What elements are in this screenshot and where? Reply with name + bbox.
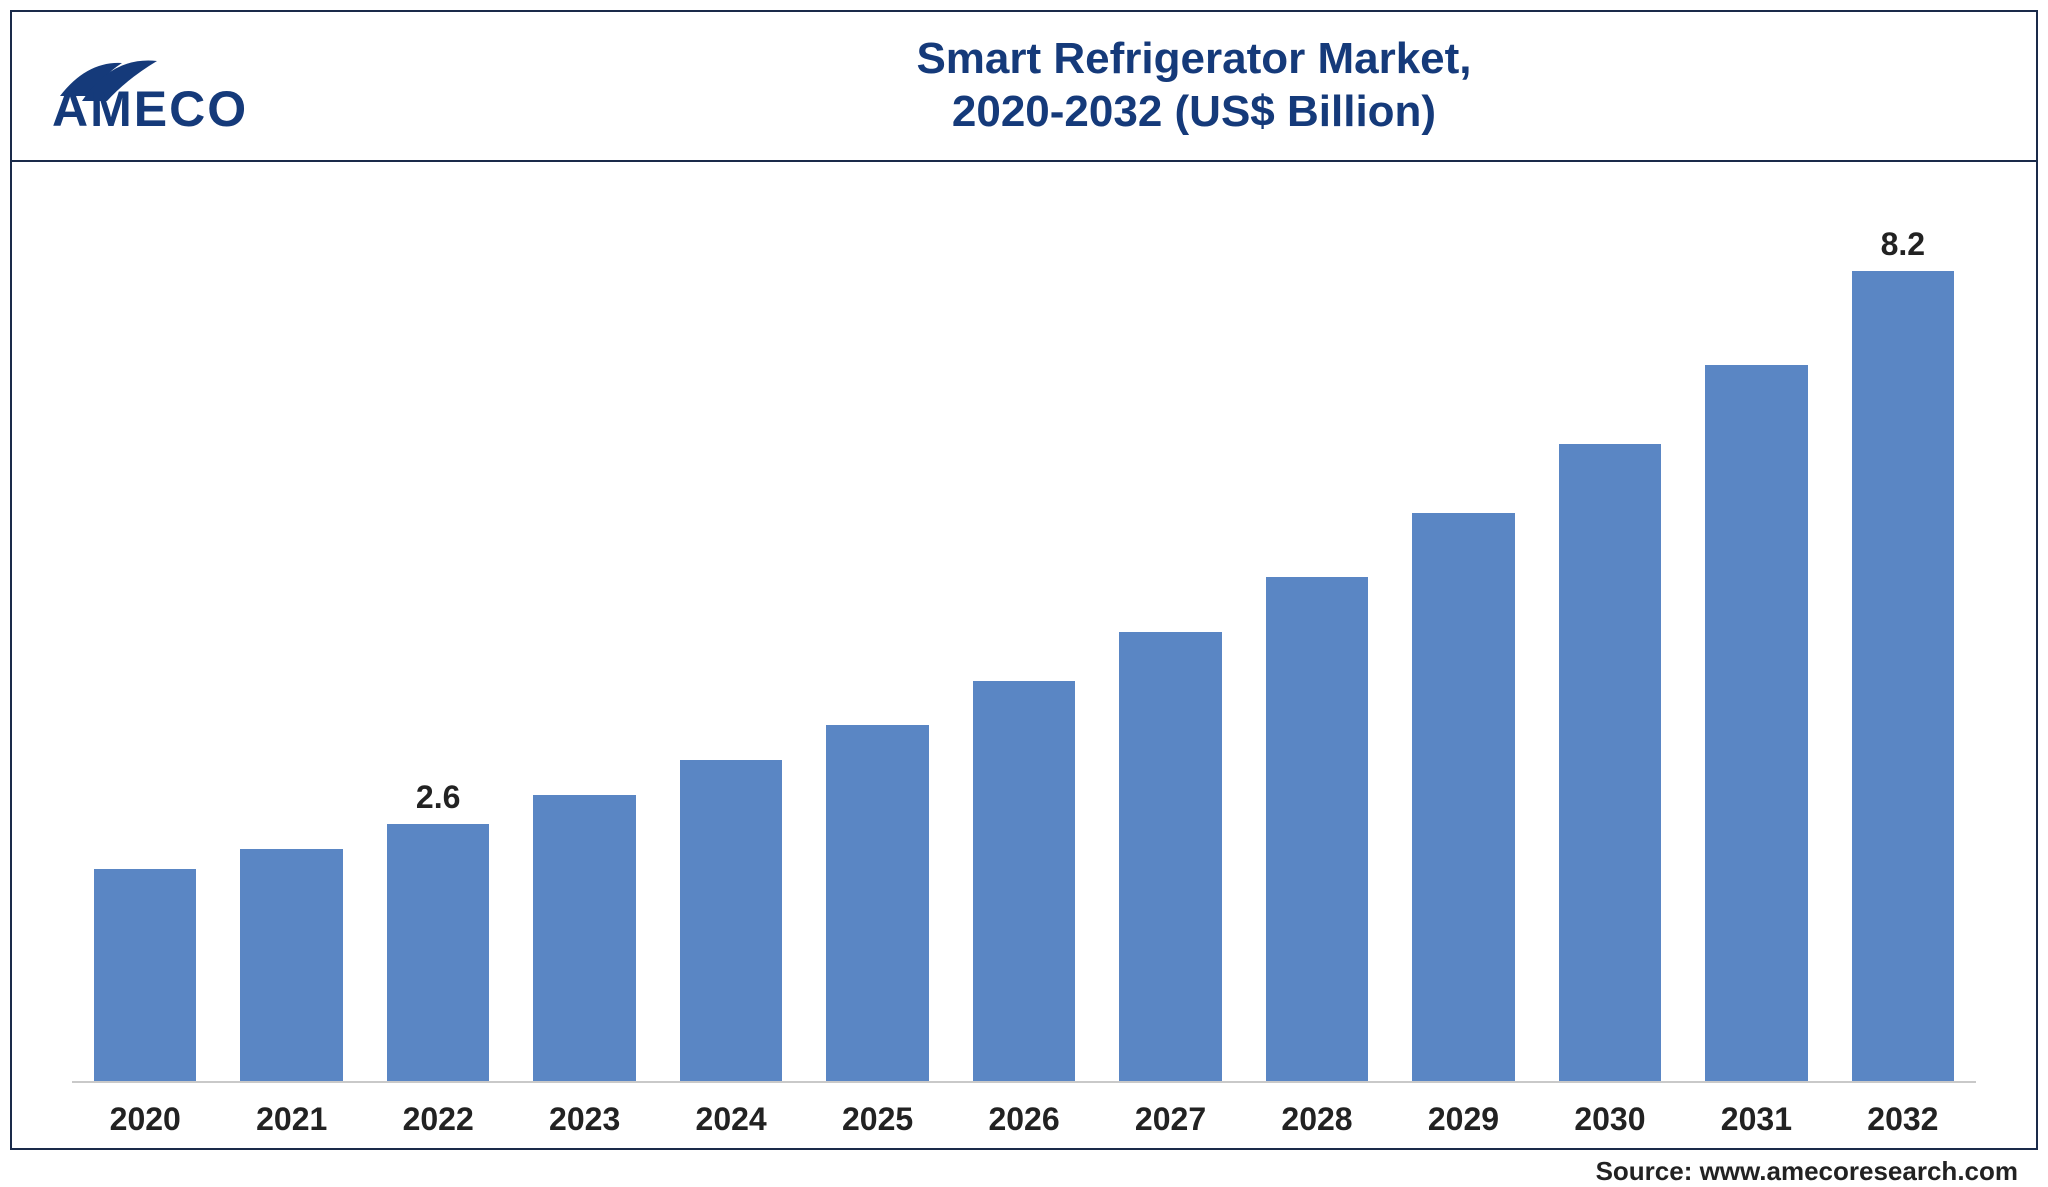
x-tick-label: 2023 [511, 1101, 657, 1138]
x-tick-label: 2024 [658, 1101, 804, 1138]
x-tick-label: 2027 [1097, 1101, 1243, 1138]
bar [1559, 444, 1662, 1081]
bar-slot [72, 192, 218, 1081]
chart-area: 2.68.2 202020212022202320242025202620272… [12, 162, 2036, 1148]
x-axis: 2020202120222023202420252026202720282029… [72, 1101, 1976, 1138]
bar [1852, 271, 1955, 1081]
plot-region: 2.6 8.2 [72, 192, 1976, 1083]
bar [1119, 632, 1222, 1081]
x-tick-label: 2020 [72, 1101, 218, 1138]
x-tick-label: 2026 [951, 1101, 1097, 1138]
x-tick-label: 2025 [804, 1101, 950, 1138]
bar-slot [1097, 192, 1243, 1081]
bar [826, 725, 929, 1081]
svg-text:AMECO: AMECO [52, 81, 248, 131]
bar [240, 849, 343, 1081]
bar-slot [951, 192, 1097, 1081]
bar-slot [804, 192, 950, 1081]
bar [387, 824, 490, 1081]
x-tick-label: 2022 [365, 1101, 511, 1138]
bar [680, 760, 783, 1081]
bar [973, 681, 1076, 1081]
x-tick-label: 2021 [218, 1101, 364, 1138]
bar-value-label: 2.6 [416, 779, 460, 816]
bar-slot: 8.2 [1830, 192, 1976, 1081]
bar [1266, 577, 1369, 1081]
bar-slot: 2.6 [365, 192, 511, 1081]
x-tick-label: 2032 [1830, 1101, 1976, 1138]
bar [533, 795, 636, 1081]
source-text: Source: www.amecoresearch.com [10, 1150, 2038, 1187]
x-tick-label: 2028 [1244, 1101, 1390, 1138]
ameco-logo-icon: AMECO [52, 41, 392, 131]
x-tick-label: 2031 [1683, 1101, 1829, 1138]
bars-row: 2.6 8.2 [72, 192, 1976, 1083]
x-tick-label: 2030 [1537, 1101, 1683, 1138]
bar-slot [658, 192, 804, 1081]
title-line-2: 2020-2032 (US$ Billion) [392, 86, 1996, 139]
bar-slot [511, 192, 657, 1081]
bar [1412, 513, 1515, 1081]
header: AMECO Smart Refrigerator Market, 2020-20… [12, 12, 2036, 162]
bar-slot [218, 192, 364, 1081]
bar-slot [1390, 192, 1536, 1081]
brand-logo: AMECO [52, 41, 392, 131]
bar-slot [1683, 192, 1829, 1081]
chart-title: Smart Refrigerator Market, 2020-2032 (US… [392, 33, 1996, 139]
bar-slot [1537, 192, 1683, 1081]
bar [1705, 365, 1808, 1081]
bar-slot [1244, 192, 1390, 1081]
bar [94, 869, 197, 1081]
x-tick-label: 2029 [1390, 1101, 1536, 1138]
bar-value-label: 8.2 [1881, 226, 1925, 263]
title-line-1: Smart Refrigerator Market, [392, 33, 1996, 86]
chart-frame: AMECO Smart Refrigerator Market, 2020-20… [10, 10, 2038, 1150]
